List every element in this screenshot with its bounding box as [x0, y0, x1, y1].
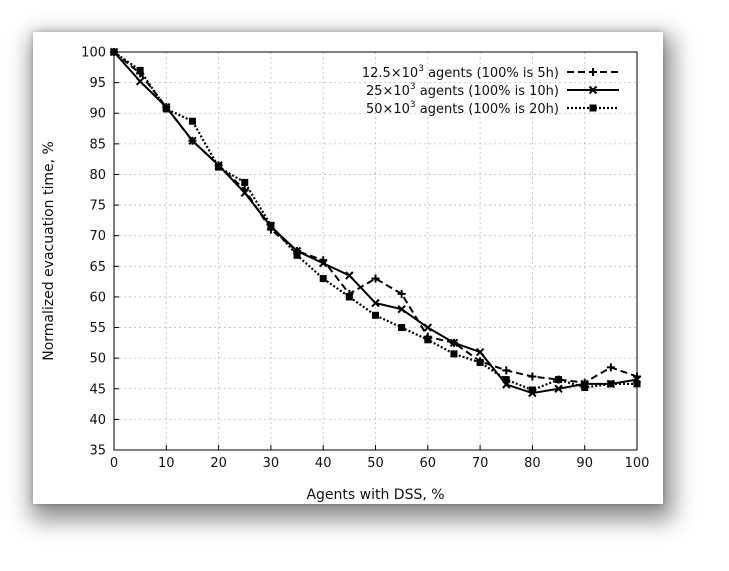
square-marker [528, 386, 536, 394]
x-tick-label: 80 [524, 456, 541, 471]
square-marker [241, 178, 249, 186]
y-tick-label: 40 [89, 413, 106, 428]
y-axis-label: Normalized evacuation time, % [41, 141, 57, 361]
square-marker [555, 376, 563, 384]
y-tick-label: 35 [89, 444, 106, 459]
y-tick-label: 90 [89, 107, 106, 122]
series-3 [110, 48, 641, 394]
y-tick-label: 80 [89, 168, 106, 183]
square-marker [319, 275, 327, 283]
square-marker [581, 384, 589, 392]
y-tick-label: 45 [89, 382, 106, 397]
square-marker [293, 251, 301, 259]
cross-marker [588, 85, 598, 95]
square-marker [450, 350, 458, 358]
cross-marker [423, 323, 433, 332]
square-marker [589, 104, 597, 112]
legend-entry-2: 25×103 agents (100% is 10h) [366, 82, 619, 99]
cross-marker [449, 338, 459, 348]
x-axis-label: Agents with DSS, % [306, 487, 444, 503]
square-marker [424, 336, 432, 344]
x-tick-label: 90 [576, 456, 593, 471]
square-marker [345, 293, 353, 301]
cross-marker [188, 136, 197, 145]
plus-marker [606, 363, 615, 372]
square-marker [136, 66, 144, 74]
legend-label: 50×103 agents (100% is 20h) [366, 100, 559, 117]
x-tick-label: 70 [472, 456, 489, 471]
cross-marker [240, 188, 249, 198]
plus-marker [528, 372, 537, 381]
y-tick-label: 85 [89, 137, 106, 152]
y-tick-label: 60 [89, 290, 106, 305]
plus-marker [397, 289, 406, 298]
cross-marker [345, 271, 354, 280]
y-tick-label: 100 [81, 46, 106, 61]
square-marker [162, 105, 170, 113]
x-tick-label: 10 [158, 456, 175, 471]
square-marker [215, 163, 223, 171]
y-tick-label: 55 [89, 321, 106, 336]
series-line [113, 51, 637, 392]
cross-marker [135, 77, 145, 86]
cross-marker [318, 259, 328, 268]
plus-marker [502, 366, 511, 375]
x-tick-label: 0 [110, 456, 118, 471]
legend-entry-1: 12.5×103 agents (100% is 5h) [362, 64, 619, 81]
square-marker [188, 117, 196, 125]
cross-marker [554, 384, 563, 393]
series-line [113, 51, 638, 384]
y-tick-label: 65 [89, 260, 106, 275]
legend: 12.5×103 agents (100% is 5h)25×103 agent… [362, 64, 619, 117]
square-marker [372, 311, 379, 319]
plus-marker [589, 68, 597, 76]
axis-ticks: 0 10 20 30 40 50 60 70 80 90 100 35 40 45 50 55 60 65 70 75… [81, 46, 649, 472]
series-layer [109, 47, 642, 398]
cross-marker [475, 347, 485, 357]
square-marker [267, 221, 275, 229]
legend-entry-3: 50×103 agents (100% is 20h) [366, 100, 619, 117]
line-chart: 0 10 20 30 40 50 60 70 80 90 100 35 40 45 50 55 60 65 70 75… [41, 46, 649, 504]
x-tick-label: 50 [367, 456, 384, 471]
square-marker [398, 324, 406, 332]
y-tick-label: 50 [89, 352, 106, 367]
x-tick-label: 20 [210, 456, 227, 471]
chart-card: 0 10 20 30 40 50 60 70 80 90 100 35 40 45 50 55 60 65 70 75… [33, 32, 663, 504]
cross-marker [397, 304, 406, 314]
x-tick-label: 100 [625, 456, 650, 471]
square-marker [476, 358, 484, 366]
x-tick-label: 40 [315, 456, 332, 471]
y-tick-label: 95 [89, 76, 106, 91]
y-tick-label: 75 [89, 199, 106, 214]
plus-marker [371, 274, 380, 283]
x-tick-label: 60 [420, 456, 437, 471]
square-marker [607, 380, 615, 388]
legend-label: 25×103 agents (100% is 10h) [366, 82, 559, 99]
y-tick-label: 70 [89, 229, 106, 244]
x-tick-label: 30 [263, 456, 280, 471]
cross-marker [371, 298, 380, 308]
square-marker [502, 376, 510, 384]
legend-label: 12.5×103 agents (100% is 5h) [362, 64, 559, 81]
